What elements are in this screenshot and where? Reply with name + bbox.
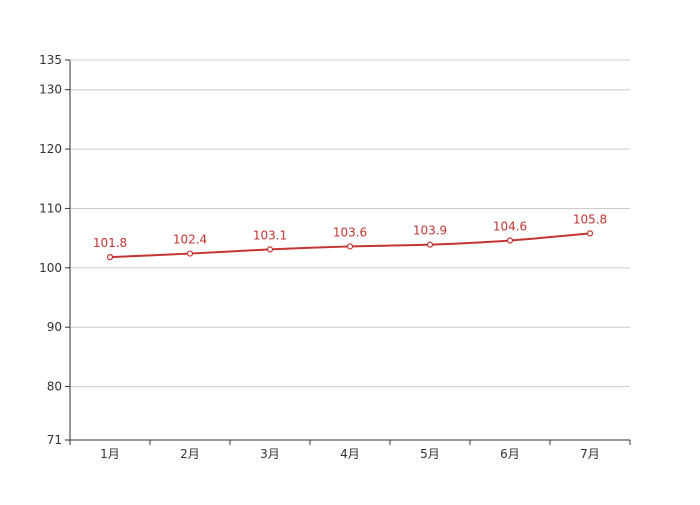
y-tick-label: 71 bbox=[47, 433, 62, 447]
y-tick-label: 80 bbox=[47, 380, 62, 394]
data-point bbox=[586, 230, 594, 237]
y-tick-label: 90 bbox=[47, 320, 62, 334]
data-label: 104.6 bbox=[493, 220, 527, 234]
data-point bbox=[106, 254, 114, 261]
x-tick-label: 7月 bbox=[580, 447, 600, 461]
data-point bbox=[266, 246, 274, 253]
data-point bbox=[506, 237, 514, 244]
data-label: 105.8 bbox=[573, 212, 607, 226]
data-label: 101.8 bbox=[93, 236, 127, 250]
series-layer bbox=[106, 230, 594, 261]
y-tick-label: 120 bbox=[39, 142, 62, 156]
axes: 71 80 90 100 110 120 130 135 1月 2月 3月 4月 5月 6月 7月 bbox=[39, 53, 631, 461]
x-tick-label: 5月 bbox=[420, 447, 440, 461]
data-point bbox=[426, 241, 434, 248]
y-tick-label: 130 bbox=[39, 83, 62, 97]
y-tick-label: 100 bbox=[39, 261, 62, 275]
data-point bbox=[186, 250, 194, 257]
x-tick-label: 4月 bbox=[340, 447, 360, 461]
data-label: 102.4 bbox=[173, 233, 207, 247]
data-labels: 101.8 102.4 103.1 103.6 103.9 104.6 105.8 bbox=[93, 212, 607, 250]
x-tick-label: 2月 bbox=[180, 447, 200, 461]
data-point bbox=[346, 243, 354, 250]
x-tick-label: 6月 bbox=[500, 447, 520, 461]
data-label: 103.1 bbox=[253, 228, 287, 242]
x-tick-label: 1月 bbox=[100, 447, 120, 461]
data-label: 103.9 bbox=[413, 224, 447, 238]
y-tick-label: 110 bbox=[39, 201, 62, 215]
data-label: 103.6 bbox=[333, 225, 367, 239]
gridlines bbox=[70, 59, 630, 388]
y-tick-label: 135 bbox=[39, 53, 62, 67]
x-tick-label: 3月 bbox=[260, 447, 280, 461]
